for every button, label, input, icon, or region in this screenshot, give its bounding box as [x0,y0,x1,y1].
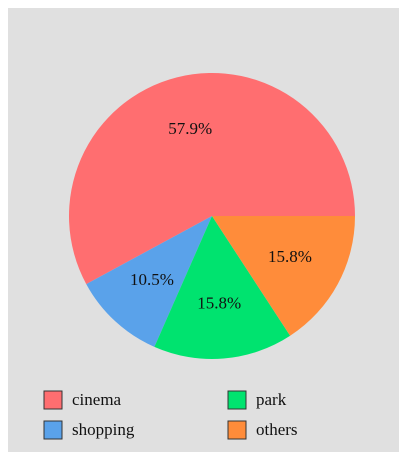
slice-label: 15.8% [197,293,241,312]
legend-swatch [227,420,247,440]
legend-label: others [256,420,298,439]
legend-label: shopping [72,420,135,439]
legend-label: cinema [72,390,122,409]
pie-slice [212,216,355,336]
legend-swatch [227,390,247,410]
pie-slice [86,216,212,347]
pie-slice [154,216,291,359]
legend-label: park [256,390,287,409]
legend-swatch [43,390,63,410]
slice-label: 15.8% [268,247,312,266]
slice-label: 57.9% [168,119,212,138]
pie-slice [69,72,355,285]
legend-swatch [43,420,63,440]
slice-label: 10.5% [130,270,174,289]
